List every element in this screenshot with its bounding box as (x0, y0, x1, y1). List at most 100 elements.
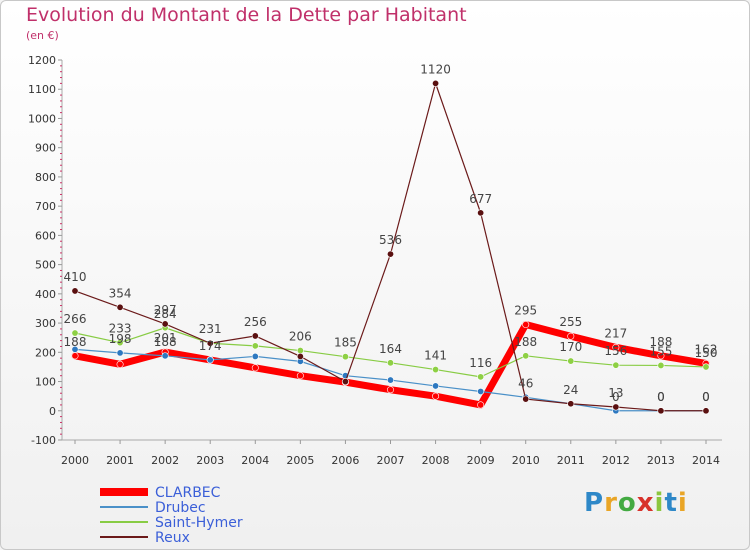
data-point-saint-hymer (432, 366, 440, 374)
x-tick-label: 2002 (151, 454, 179, 467)
data-point-reux (251, 332, 259, 340)
y-tick-label: 1000 (28, 112, 56, 125)
data-label-saint-hymer: 231 (199, 322, 222, 336)
data-label-reux: 536 (379, 233, 402, 247)
data-label-drubec: 24 (563, 383, 578, 397)
x-tick-label: 2003 (196, 454, 224, 467)
data-point-saint-hymer (251, 342, 259, 350)
data-label-drubec: 0 (612, 390, 620, 404)
data-point-reux (296, 352, 304, 360)
data-point-saint-hymer (567, 357, 575, 365)
data-point-clarbec (386, 386, 394, 394)
data-label-clarbec: 255 (559, 315, 582, 329)
data-label-saint-hymer: 284 (154, 307, 177, 321)
legend-label-clarbec: CLARBEC (155, 485, 221, 501)
y-tick-label: 1100 (28, 83, 56, 96)
data-label-drubec: 174 (199, 339, 222, 353)
data-label-saint-hymer: 155 (649, 344, 672, 358)
x-tick-label: 2007 (377, 454, 405, 467)
x-tick-label: 2012 (602, 454, 630, 467)
data-point-reux (341, 378, 349, 386)
data-label-reux: 410 (64, 270, 87, 284)
data-point-saint-hymer (612, 361, 620, 369)
x-tick-label: 2001 (106, 454, 134, 467)
x-tick-label: 2009 (467, 454, 495, 467)
data-label-drubec: 46 (518, 376, 533, 390)
y-tick-label: 700 (35, 200, 56, 213)
x-tick-label: 2014 (692, 454, 720, 467)
data-point-drubec (386, 376, 394, 384)
legend-label-drubec: Drubec (155, 500, 206, 516)
data-label-saint-hymer: 164 (379, 342, 402, 356)
x-tick-label: 2013 (647, 454, 675, 467)
y-tick-label: 600 (35, 229, 56, 242)
data-label-saint-hymer: 150 (695, 346, 718, 360)
x-tick-label: 2010 (512, 454, 540, 467)
data-label-saint-hymer: 233 (109, 322, 132, 336)
data-point-drubec (71, 345, 79, 353)
data-point-saint-hymer (702, 363, 710, 371)
data-label-saint-hymer: 188 (514, 335, 537, 349)
data-label-reux: 13 (608, 386, 623, 400)
proxiti-logo: Proxiti (584, 488, 688, 518)
data-point-clarbec (432, 392, 440, 400)
y-tick-label: 100 (35, 376, 56, 389)
data-label-saint-hymer: 266 (64, 312, 87, 326)
data-point-saint-hymer (116, 339, 124, 347)
data-label-saint-hymer: 141 (424, 349, 447, 363)
data-label-clarbec: 217 (604, 326, 627, 340)
data-point-saint-hymer (386, 359, 394, 367)
data-label-reux: 0 (702, 390, 710, 404)
data-point-clarbec (71, 352, 79, 360)
data-label-reux: 256 (244, 315, 267, 329)
data-point-reux (71, 287, 79, 295)
data-label-saint-hymer: 206 (289, 330, 312, 344)
data-point-drubec (161, 352, 169, 360)
data-point-reux (612, 403, 620, 411)
x-tick-label: 2005 (286, 454, 314, 467)
data-label-drubec: 0 (702, 390, 710, 404)
data-point-reux (522, 395, 530, 403)
data-point-clarbec (522, 321, 530, 329)
data-label-reux: 354 (109, 286, 132, 300)
data-label-reux: 677 (469, 192, 492, 206)
y-tick-label: 900 (35, 142, 56, 155)
data-point-reux (206, 339, 214, 347)
data-label-clarbec: 188 (649, 335, 672, 349)
x-tick-label: 2006 (331, 454, 359, 467)
data-point-drubec (206, 356, 214, 364)
legend-label-saint-hymer: Saint-Hymer (155, 515, 243, 531)
data-label-reux: 297 (154, 303, 177, 317)
data-point-drubec (432, 382, 440, 390)
y-tick-label: 300 (35, 317, 56, 330)
data-point-clarbec (296, 372, 304, 380)
data-label-reux: 1120 (420, 62, 451, 76)
data-label-drubec: 188 (154, 335, 177, 349)
data-point-reux (702, 407, 710, 415)
legend-label-reux: Reux (155, 530, 190, 546)
data-label-drubec: 198 (109, 332, 132, 346)
data-point-reux (161, 320, 169, 328)
data-label-saint-hymer: 170 (559, 340, 582, 354)
chart-subtitle: (en €) (26, 29, 59, 42)
y-tick-label: 400 (35, 288, 56, 301)
data-point-clarbec (116, 360, 124, 368)
data-point-saint-hymer (341, 353, 349, 361)
y-tick-label: 500 (35, 259, 56, 272)
data-label-saint-hymer: 116 (469, 356, 492, 370)
y-tick-label: 200 (35, 346, 56, 359)
x-tick-label: 2004 (241, 454, 269, 467)
y-tick-label: 1200 (28, 54, 56, 67)
data-point-saint-hymer (657, 361, 665, 369)
data-label-drubec: 0 (657, 390, 665, 404)
data-point-reux (567, 400, 575, 408)
data-point-clarbec (251, 364, 259, 372)
x-tick-label: 2011 (557, 454, 585, 467)
x-tick-label: 2000 (61, 454, 89, 467)
data-label-clarbec: 201 (154, 331, 177, 345)
data-point-saint-hymer (71, 329, 79, 337)
data-point-drubec (116, 349, 124, 357)
data-point-reux (477, 209, 485, 217)
data-label-reux: 0 (657, 390, 665, 404)
